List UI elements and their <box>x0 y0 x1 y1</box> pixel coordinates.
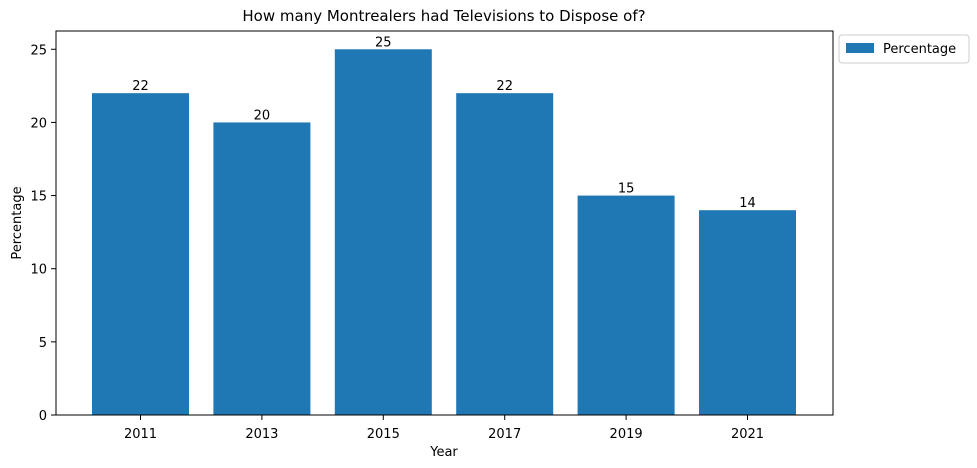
bar-value-label: 20 <box>254 108 271 123</box>
bar-2013 <box>213 122 311 415</box>
x-tick-label: 2011 <box>124 427 157 442</box>
bar-2019 <box>577 195 675 415</box>
y-tick-label: 5 <box>39 336 47 351</box>
x-tick-label: 2021 <box>731 427 764 442</box>
y-tick-label: 25 <box>30 43 47 58</box>
y-axis-label: Percentage <box>10 186 25 259</box>
plot-frame <box>55 30 834 416</box>
y-axis-ticks: 0 5 10 15 20 25 <box>30 43 56 424</box>
x-axis-label: Year <box>429 445 458 460</box>
bar-labels-group: 22 20 25 22 15 14 <box>132 35 756 211</box>
bar-value-label: 15 <box>618 182 635 197</box>
y-tick-label: 0 <box>39 409 47 424</box>
x-axis-ticks: 2011 2013 2015 2017 2019 2021 <box>124 415 764 442</box>
bar-2011 <box>92 93 189 416</box>
chart-title: How many Montrealers had Televisions to … <box>242 7 645 25</box>
bar-value-label: 22 <box>496 79 513 94</box>
bar-2017 <box>456 93 554 416</box>
x-tick-label: 2019 <box>610 427 643 442</box>
bar-2021 <box>699 210 796 415</box>
y-tick-label: 15 <box>30 190 47 205</box>
x-tick-label: 2015 <box>367 427 400 442</box>
legend-swatch <box>846 43 874 53</box>
bar-value-label: 14 <box>739 196 756 211</box>
x-tick-label: 2017 <box>488 427 521 442</box>
bar-value-label: 25 <box>375 35 392 50</box>
legend-label: Percentage <box>883 42 956 57</box>
bar-2015 <box>334 49 432 416</box>
legend: Percentage <box>838 34 970 64</box>
bar-value-label: 22 <box>132 79 149 94</box>
x-tick-label: 2013 <box>245 427 278 442</box>
legend-box <box>838 34 970 64</box>
bars-group <box>92 49 796 416</box>
y-tick-label: 10 <box>30 263 47 278</box>
y-tick-label: 20 <box>30 116 47 131</box>
